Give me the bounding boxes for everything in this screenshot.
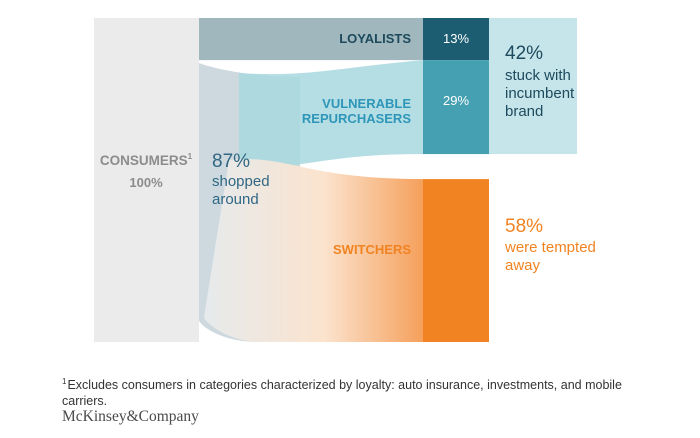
footnote: 1Excludes consumers in categories charac… <box>62 374 662 409</box>
stuck-text-line: stuck with <box>505 67 571 84</box>
consumers-percent: 100% <box>129 175 163 190</box>
shopped-text-line: around <box>212 191 259 208</box>
stuck-with-brand-band <box>489 18 577 155</box>
shopped-text-line: shopped <box>212 173 270 190</box>
stuck-text-line: brand <box>505 103 543 120</box>
vulnerable-label-line: VULNERABLE <box>322 96 411 111</box>
footnote-text: Excludes consumers in categories charact… <box>62 378 622 408</box>
switchers-flow <box>204 159 423 342</box>
loyalists-value-label: 13% <box>443 31 469 46</box>
stuck-percent: 42% <box>505 43 543 64</box>
switchers-value-box <box>423 179 489 342</box>
mckinsey-logo: McKinsey&Company <box>62 408 199 425</box>
loyalists-value-box <box>423 18 489 61</box>
shopped-percent: 87% <box>212 151 250 172</box>
tempted-text-line: were tempted <box>504 239 596 256</box>
footnote-marker: 1 <box>62 377 67 386</box>
switchers-label: SWITCHERS <box>333 242 411 257</box>
stuck-text-line: incumbent <box>505 85 575 102</box>
loyalists-band <box>199 18 423 61</box>
loyalists-label: LOYALISTS <box>339 31 411 46</box>
vulnerable-value-box <box>423 60 489 155</box>
tempted-text-line: away <box>505 257 541 274</box>
consumers-bar <box>94 18 199 342</box>
tempted-percent: 58% <box>505 216 543 237</box>
vulnerable-repurchasers-flow <box>239 60 423 173</box>
sankey-diagram-svg: CONSUMERS1 100% 87% shopped around LOYAL… <box>94 18 596 343</box>
vulnerable-label-line: REPURCHASERS <box>302 111 411 126</box>
consumers-label: CONSUMERS1 <box>100 152 193 168</box>
vulnerable-value-label: 29% <box>443 93 469 108</box>
